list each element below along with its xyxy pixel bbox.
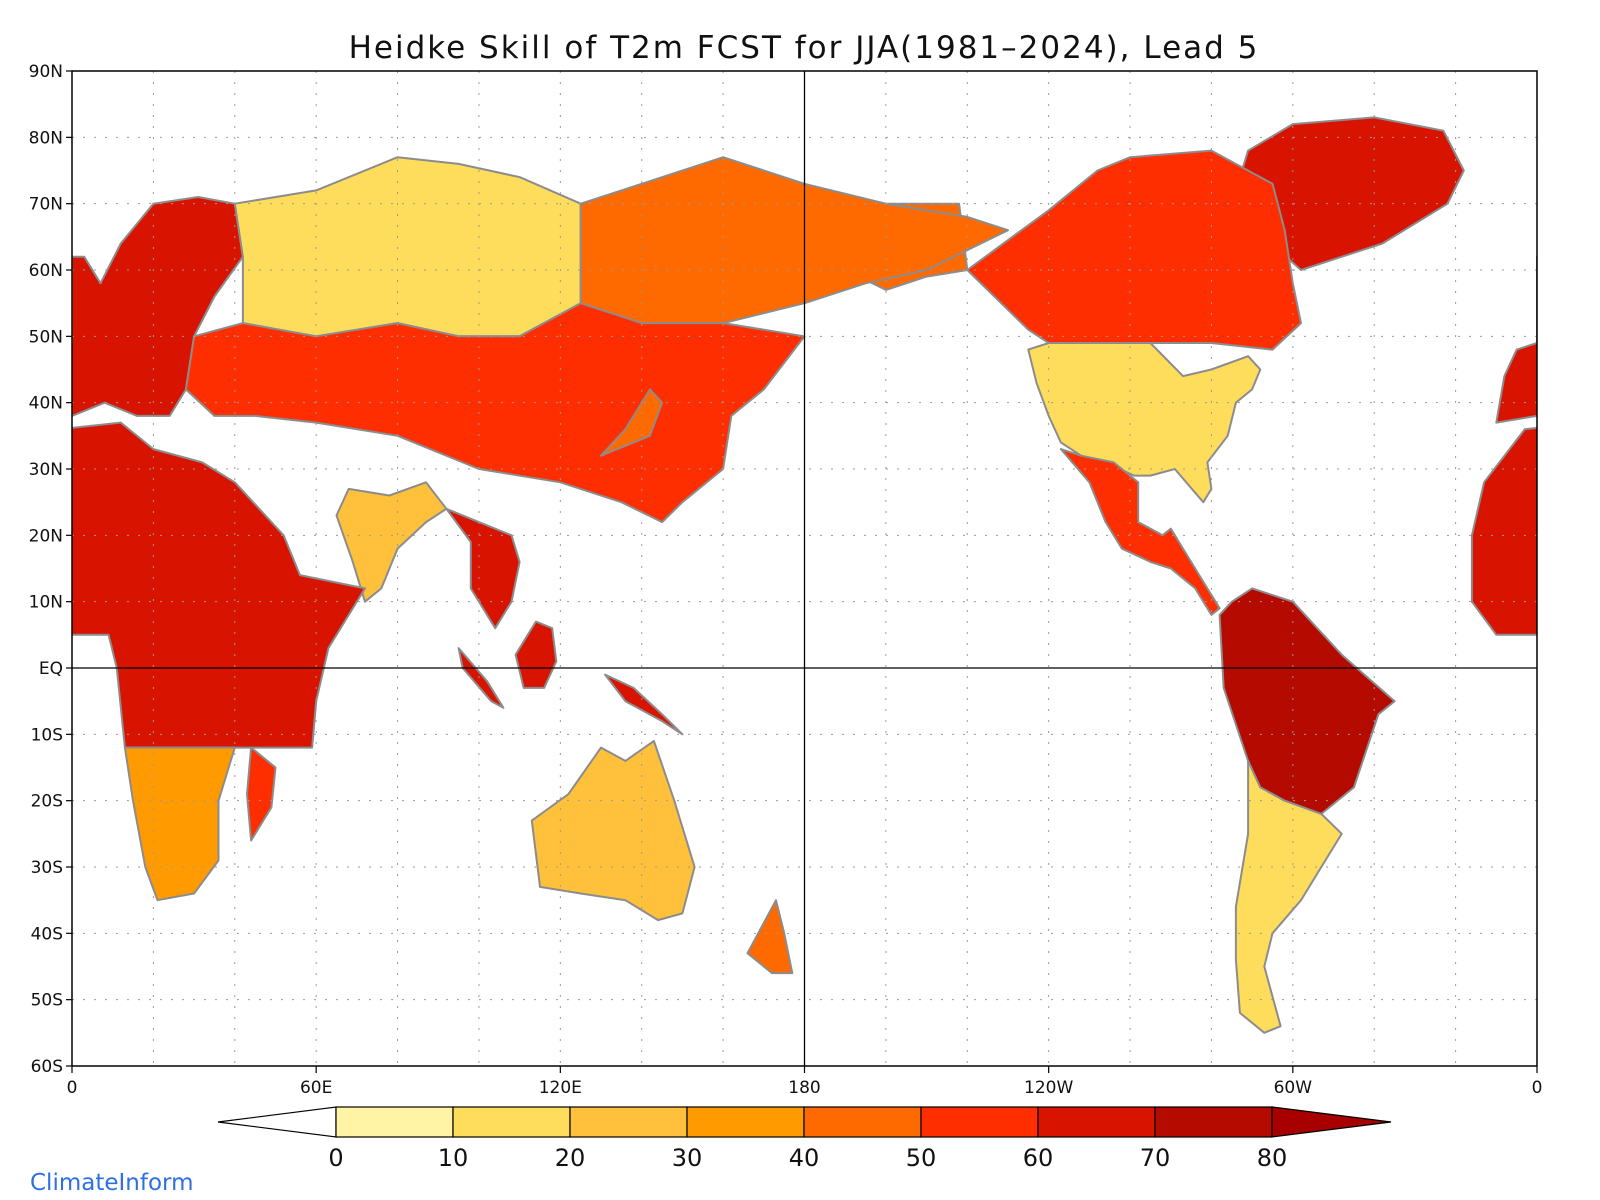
land-southeast-asia	[445, 507, 521, 630]
land-europe	[72, 196, 244, 417]
longitude-label: 180	[788, 1078, 820, 1098]
land-africa	[1470, 426, 1537, 636]
latitude-tick-labels: 90N 80N 70N 60N 50N 40N 30N 20N 10N EQ 10S 20S 30S 40…	[29, 62, 72, 1077]
colorbar-segment	[452, 1106, 571, 1138]
colorbar-segment	[1037, 1106, 1156, 1138]
land-central-asia-china	[184, 302, 806, 524]
latitude-label: 60S	[31, 1057, 63, 1077]
latitude-label: 40S	[31, 924, 63, 944]
latitude-label: 20N	[29, 526, 63, 546]
latitude-label: 90N	[29, 62, 63, 82]
colorbar-label: 80	[1257, 1144, 1288, 1172]
land-patagonia	[1234, 759, 1343, 1034]
latitude-label: 10S	[31, 725, 63, 745]
colorbar-label: 30	[672, 1144, 703, 1172]
colorbar-upper-extension	[1271, 1106, 1392, 1138]
latitude-label: 50N	[29, 327, 63, 347]
longitude-label: 0	[1532, 1078, 1543, 1098]
colorbar-label: 50	[906, 1144, 937, 1172]
land-madagascar	[246, 746, 277, 842]
colorbar-label: 10	[438, 1144, 469, 1172]
land-southern-africa	[123, 746, 236, 902]
latitude-label: 20S	[31, 792, 63, 812]
latitude-label: 30S	[31, 858, 63, 878]
latitude-label: 10N	[29, 593, 63, 613]
longitude-label: 60W	[1274, 1078, 1313, 1098]
land-sumatra	[457, 647, 505, 709]
latitude-label: 50S	[31, 991, 63, 1011]
colorbar-segment	[803, 1106, 922, 1138]
land-layer	[72, 116, 1600, 1034]
latitude-label: 30N	[29, 460, 63, 480]
land-new-guinea	[604, 673, 684, 736]
colorbar-segment	[335, 1106, 454, 1138]
longitude-label: 120W	[1024, 1078, 1073, 1098]
land-mexico-central-america	[1059, 448, 1221, 616]
colorbar-label: 40	[789, 1144, 820, 1172]
land-southern-africa	[1590, 748, 1600, 901]
colorbar-segment	[1154, 1106, 1273, 1138]
land-australia	[530, 740, 696, 922]
land-europe	[1495, 255, 1537, 424]
colorbar-segment	[569, 1106, 688, 1138]
longitude-label: 60E	[300, 1078, 332, 1098]
latitude-label: 70N	[29, 195, 63, 215]
land-india	[335, 481, 448, 603]
colorbar-segment	[686, 1106, 805, 1138]
land-canada	[966, 149, 1302, 351]
latitude-label: 40N	[29, 394, 63, 414]
colorbar: 0 10 20 30 40 50 60 70 80	[217, 1106, 1392, 1172]
longitude-tick-labels: 0 60E 120E 180 120W 60W 0	[67, 1066, 1543, 1098]
colorbar-label: 20	[555, 1144, 586, 1172]
latitude-label: 80N	[29, 128, 63, 148]
latitude-label: EQ	[39, 659, 63, 679]
credit-label: ClimateInform	[30, 1170, 194, 1196]
longitude-label: 120E	[539, 1078, 582, 1098]
colorbar-label: 0	[328, 1144, 343, 1172]
colorbar-lower-extension	[217, 1106, 337, 1138]
land-new-zealand	[746, 899, 794, 975]
land-japan	[600, 388, 664, 457]
longitude-label: 0	[67, 1078, 78, 1098]
map-title: Heidke Skill of T2m FCST for JJA(1981–20…	[349, 30, 1260, 66]
colorbar-label: 60	[1023, 1144, 1054, 1172]
latitude-label: 60N	[29, 261, 63, 281]
land-africa	[72, 421, 366, 749]
land-united-states	[1027, 342, 1262, 504]
colorbar-label: 70	[1140, 1144, 1171, 1172]
colorbar-segment	[920, 1106, 1039, 1138]
graticule	[72, 71, 1537, 1066]
land-borneo	[514, 620, 558, 689]
